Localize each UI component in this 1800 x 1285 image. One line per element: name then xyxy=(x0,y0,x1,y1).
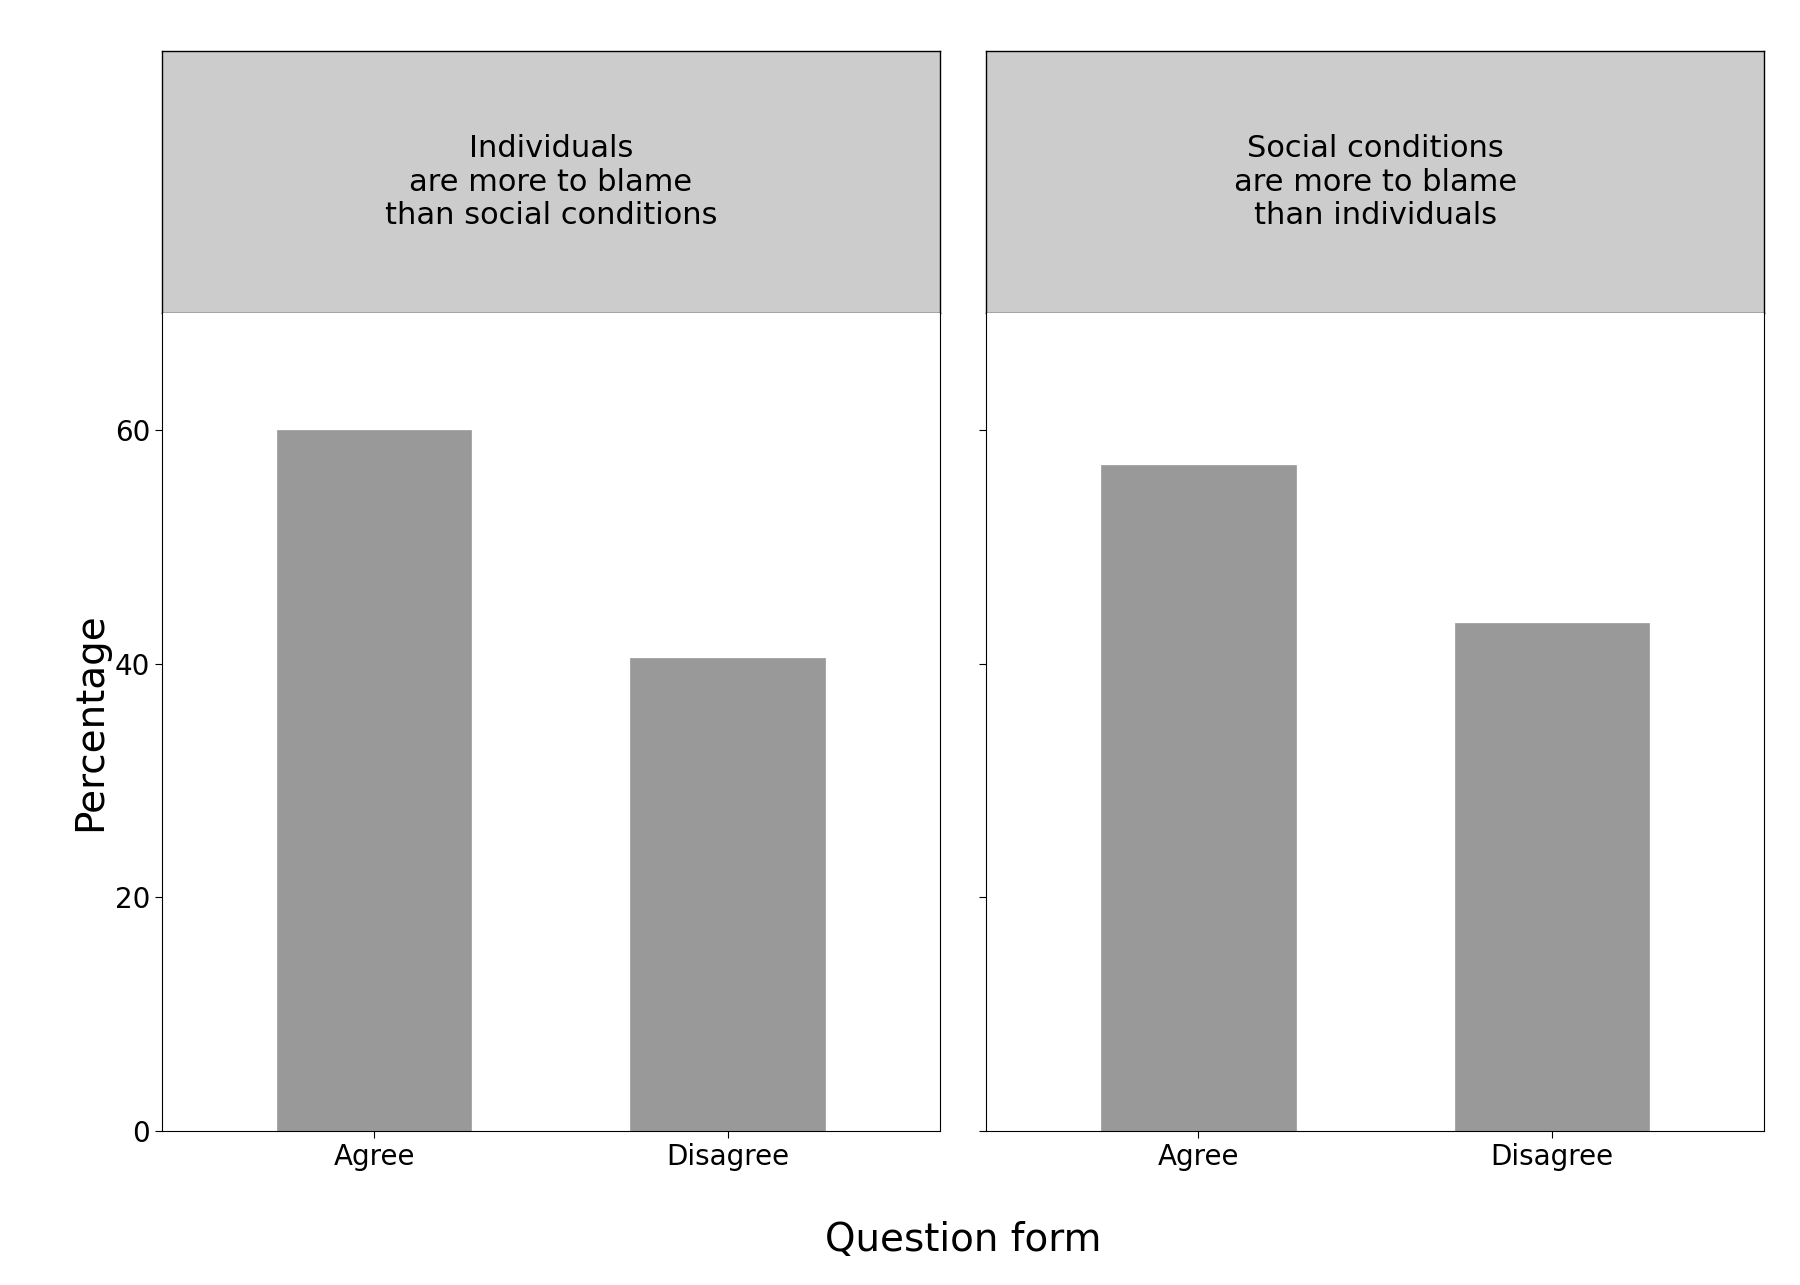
Bar xyxy=(630,658,824,1131)
Text: Social conditions
are more to blame
than individuals: Social conditions are more to blame than… xyxy=(1233,134,1517,230)
Bar xyxy=(277,430,472,1131)
Text: Question form: Question form xyxy=(824,1221,1102,1259)
Bar xyxy=(1454,623,1649,1131)
Y-axis label: Percentage: Percentage xyxy=(72,613,110,831)
Text: Individuals
are more to blame
than social conditions: Individuals are more to blame than socia… xyxy=(385,134,716,230)
Bar xyxy=(1102,465,1296,1131)
